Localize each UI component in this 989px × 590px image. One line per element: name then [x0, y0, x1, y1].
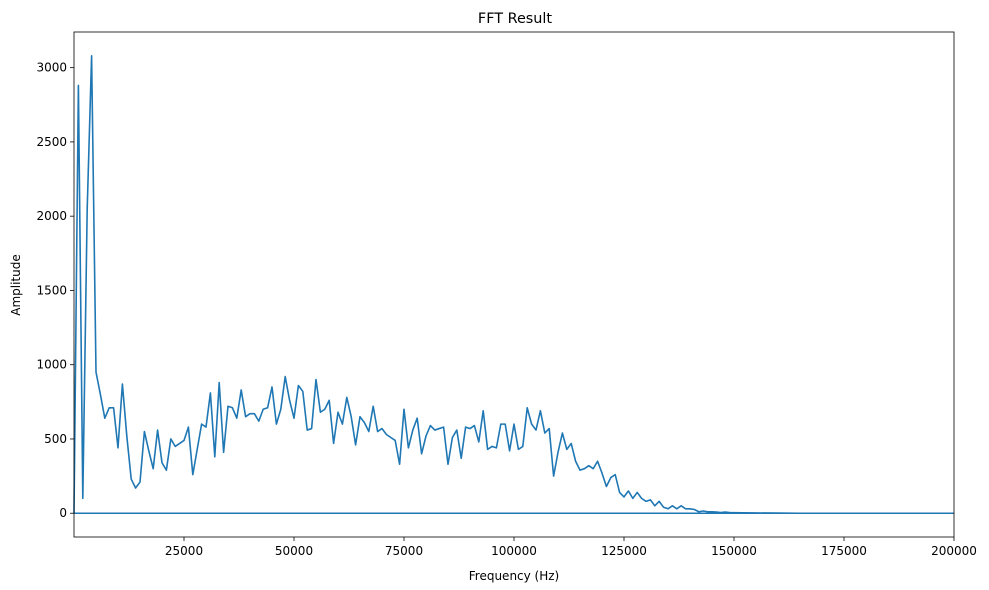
y-axis-label: Amplitude — [9, 254, 23, 316]
x-tick-label: 175000 — [821, 544, 867, 558]
x-tick-label: 25000 — [165, 544, 203, 558]
x-tick-label: 150000 — [711, 544, 757, 558]
y-axis: 0 500 1000 1500 2000 2500 3000 — [36, 61, 74, 520]
x-axis-label: Frequency (Hz) — [469, 569, 560, 583]
x-tick-label: 50000 — [275, 544, 313, 558]
x-tick-label: 200000 — [931, 544, 977, 558]
y-tick-label: 0 — [59, 506, 67, 520]
y-tick-label: 2500 — [36, 135, 67, 149]
x-tick-label: 125000 — [601, 544, 647, 558]
y-tick-label: 1500 — [36, 283, 67, 297]
y-tick-label: 500 — [44, 432, 67, 446]
y-tick-label: 3000 — [36, 61, 67, 75]
y-tick-label: 2000 — [36, 209, 67, 223]
y-tick-label: 1000 — [36, 358, 67, 372]
plot-area — [73, 54, 954, 515]
x-axis: 25000 50000 75000 100000 125000 150000 175000 2… — [165, 537, 977, 558]
x-tick-label: 100000 — [491, 544, 537, 558]
x-tick-label: 75000 — [385, 544, 423, 558]
fft-amplitude-line — [73, 54, 954, 515]
chart-title: FFT Result — [478, 11, 552, 27]
